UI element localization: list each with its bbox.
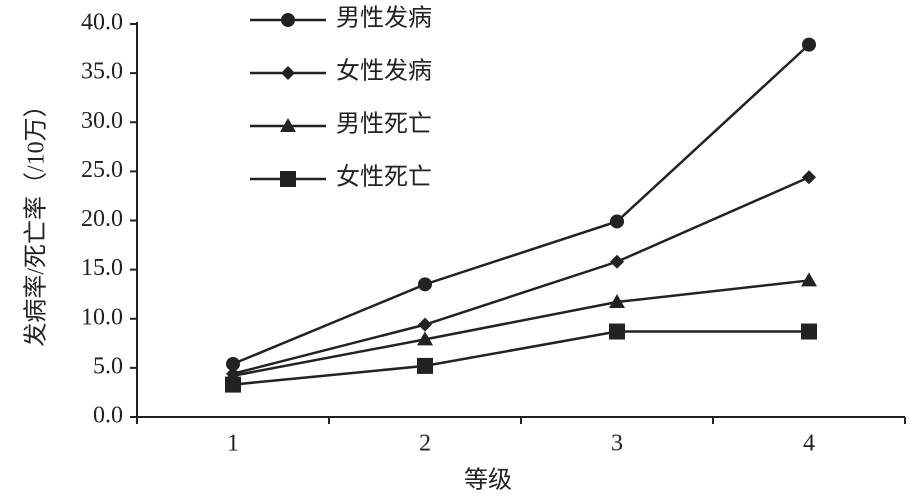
y-tick-label: 35.0 [81,59,123,85]
data-point [609,294,625,309]
legend-marker [280,171,296,187]
data-point [802,37,816,52]
series-line [232,176,810,375]
legend-label: 男性发病 [336,5,432,32]
legend-label: 男性死亡 [336,111,432,138]
data-point [801,323,817,340]
legend-marker [281,66,295,80]
data-point [610,214,624,229]
legend-label: 女性死亡 [336,164,432,191]
data-point [610,254,624,269]
x-tick-label: 4 [803,431,815,457]
y-tick-label: 25.0 [81,157,123,183]
x-tick-label: 2 [419,431,431,457]
x-axis-label: 等级 [464,467,512,494]
data-point [417,331,433,346]
series-line [232,330,809,386]
y-tick-label: 10.0 [81,304,123,330]
data-point [418,277,432,292]
data-point [802,170,816,185]
data-point [609,323,625,340]
x-tick-label: 1 [227,431,239,457]
y-tick-label: 15.0 [81,255,123,281]
y-axis-label: 发病率/死亡率（/10万） [23,93,50,346]
data-point [418,317,432,332]
x-tick-label: 3 [611,431,623,457]
series-line [232,43,810,366]
data-point [801,272,817,287]
legend-marker [281,13,295,27]
data-point [417,357,433,374]
y-tick-label: 40.0 [81,10,123,36]
y-tick-label: 5.0 [93,353,123,379]
series-line [232,279,810,377]
y-tick-label: 30.0 [81,108,123,134]
legend-label: 女性发病 [336,58,432,85]
y-tick-label: 0.0 [93,403,123,429]
data-point [225,376,241,393]
data-point [226,356,240,371]
legend-marker [280,118,296,132]
y-tick-label: 20.0 [81,206,123,232]
